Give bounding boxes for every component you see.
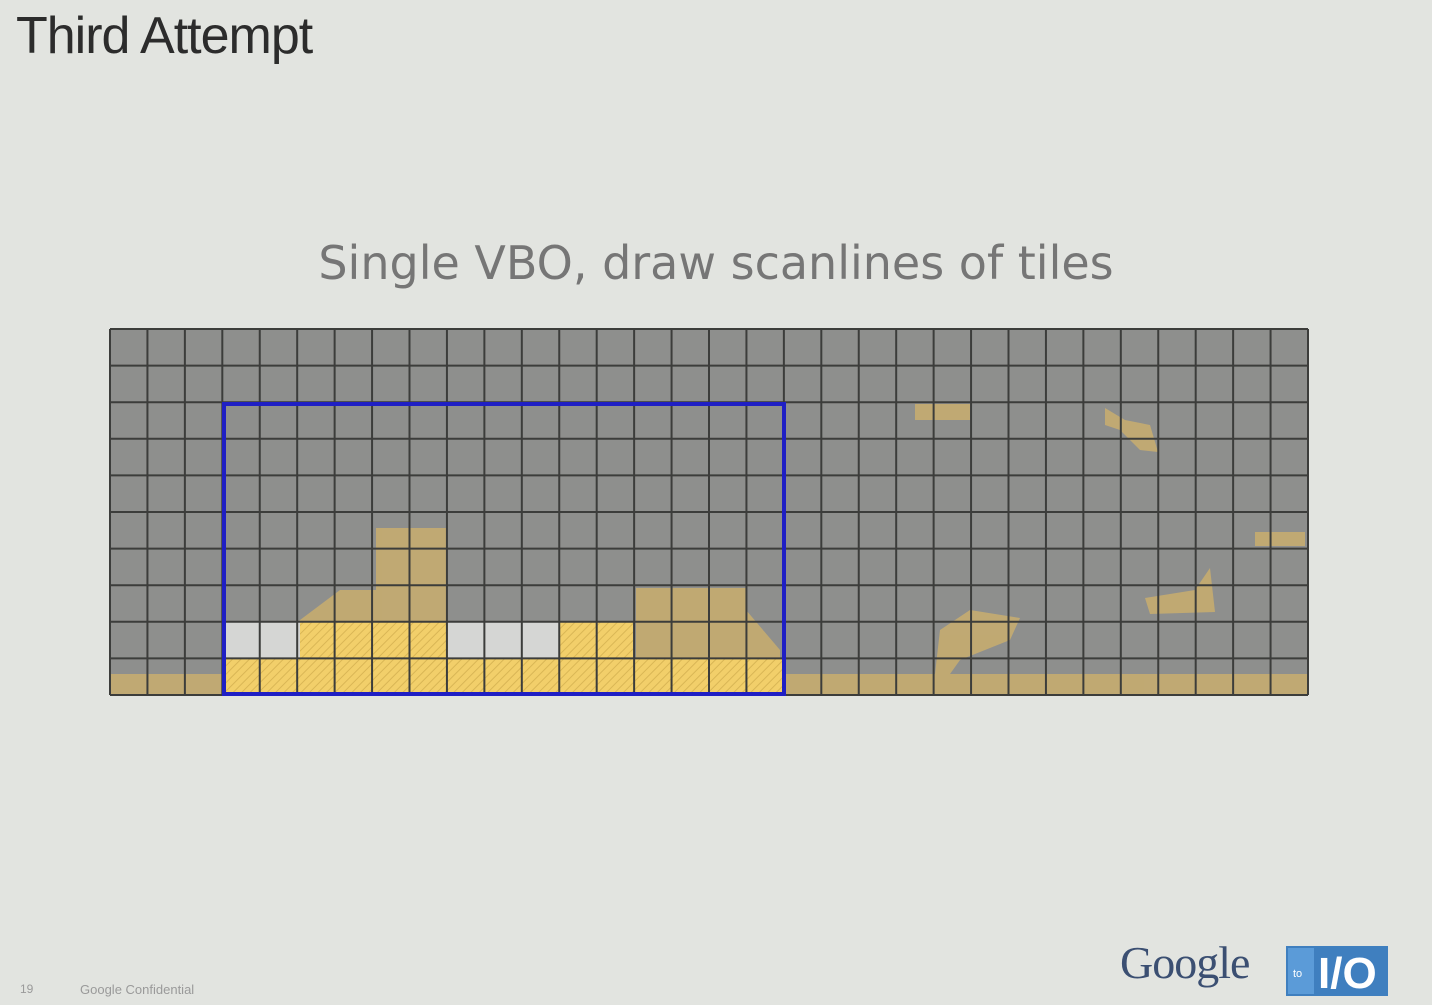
slide-title: Third Attempt bbox=[16, 7, 313, 65]
io-logo-icon: to I/O bbox=[1286, 946, 1388, 998]
confidential-label: Google Confidential bbox=[80, 982, 195, 997]
google-logo: Google bbox=[1120, 937, 1250, 988]
slide-subtitle: Single VBO, draw scanlines of tiles bbox=[318, 236, 1114, 290]
highlighted-tiles bbox=[226, 622, 784, 695]
tile-grid-diagram bbox=[109, 328, 1309, 696]
io-text: I/O bbox=[1318, 949, 1377, 998]
page-number: 19 bbox=[20, 982, 34, 996]
io-small-text: to bbox=[1293, 968, 1302, 980]
selection-rectangle bbox=[222, 402, 786, 696]
